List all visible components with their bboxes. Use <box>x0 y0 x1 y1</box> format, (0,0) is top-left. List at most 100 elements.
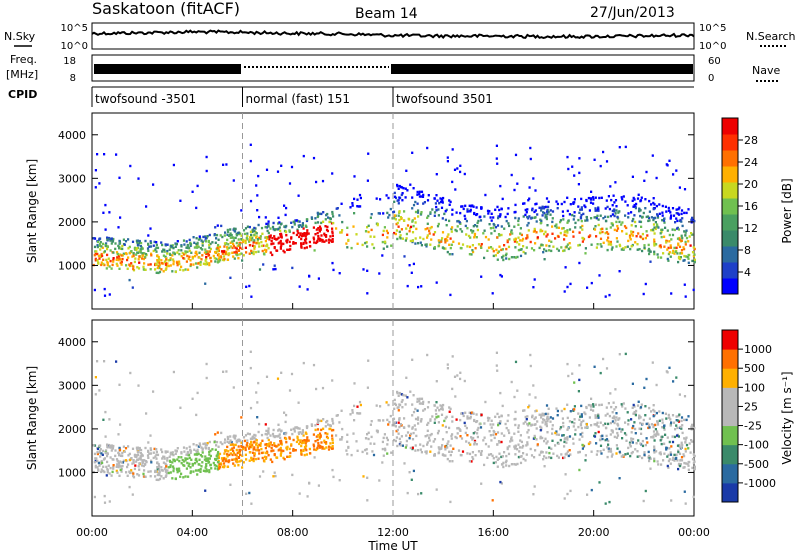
power-cell <box>192 263 195 266</box>
velocity-cell <box>258 475 262 478</box>
power-cell <box>464 217 467 220</box>
velocity-cell <box>172 467 175 470</box>
velocity-cell <box>529 364 532 368</box>
velocity-cell <box>549 416 552 419</box>
velocity-cell <box>260 433 264 437</box>
power-cell <box>656 225 659 228</box>
velocity-cell <box>676 459 679 462</box>
velocity-cell <box>609 421 612 425</box>
velocity-cell <box>282 449 285 453</box>
power-cell <box>405 232 408 236</box>
power-cell <box>106 264 109 267</box>
power-cell <box>606 205 609 209</box>
velocity-cell <box>647 426 650 430</box>
velocity-cell <box>624 352 627 356</box>
velocity-cell <box>457 426 460 430</box>
velocity-cell <box>420 492 423 495</box>
velocity-cell <box>610 450 613 453</box>
velocity-cell <box>410 478 413 481</box>
power-cell <box>452 240 455 243</box>
power-cell <box>410 271 413 274</box>
power-cell <box>162 270 165 273</box>
velocity-cell <box>136 473 139 476</box>
velocity-cell <box>300 453 303 456</box>
power-cell <box>602 241 605 244</box>
velocity-cell <box>422 444 425 448</box>
velocity-cell <box>488 430 491 433</box>
power-cell <box>475 236 478 239</box>
power-cell <box>409 227 412 230</box>
power-cell <box>258 268 262 271</box>
velocity-cell <box>297 401 300 404</box>
power-cell <box>429 211 432 214</box>
power-cell <box>530 247 534 250</box>
power-cell <box>340 202 343 205</box>
velocity-cell <box>405 439 408 443</box>
velocity-cell <box>293 430 296 433</box>
power-cell <box>224 252 227 255</box>
velocity-cell <box>229 452 232 455</box>
velocity-cell <box>663 428 666 431</box>
velocity-cell <box>325 446 328 449</box>
velocity-cell <box>107 464 110 467</box>
velocity-cell <box>468 460 471 463</box>
power-cell <box>397 214 400 217</box>
power-cell <box>356 205 359 208</box>
velocity-cell <box>296 435 299 438</box>
velocity-cell <box>366 452 369 455</box>
velocity-cell <box>120 470 123 473</box>
power-cell <box>605 219 608 223</box>
power-cell <box>597 218 600 221</box>
velocity-cell <box>446 457 449 461</box>
power-cell <box>547 205 550 209</box>
velocity-cell <box>682 466 685 469</box>
power-cell <box>355 233 358 236</box>
velocity-cell <box>95 457 98 460</box>
power-cell <box>273 246 276 249</box>
power-cell <box>96 252 99 256</box>
velocity-cell <box>121 464 124 468</box>
power-cell <box>229 232 232 235</box>
power-cell <box>688 235 691 238</box>
velocity-cell <box>426 423 429 426</box>
velocity-cell <box>322 427 325 430</box>
velocity-cell <box>412 394 415 397</box>
velocity-cell <box>562 434 565 437</box>
velocity-cell <box>487 453 491 456</box>
power-cell <box>306 231 309 234</box>
noise-trace <box>91 29 695 40</box>
power-cell <box>691 216 694 220</box>
power-cell <box>249 143 252 146</box>
power-cell <box>149 245 153 248</box>
power-cell <box>673 228 677 232</box>
velocity-cell <box>226 435 229 439</box>
velocity-cell <box>157 472 160 475</box>
power-cell <box>189 263 192 266</box>
velocity-cell <box>112 467 115 470</box>
power-cell <box>398 218 401 222</box>
power-cell <box>691 251 695 254</box>
velocity-cell <box>475 443 478 446</box>
power-cell <box>403 219 406 222</box>
power-cell <box>136 241 139 244</box>
power-cell <box>272 242 275 245</box>
velocity-cell <box>94 464 97 468</box>
colorbar-tick-label: 500 <box>744 362 765 375</box>
noise-line <box>91 29 695 40</box>
power-cell <box>423 201 426 204</box>
velocity-cell <box>134 464 137 467</box>
power-cell <box>663 235 666 238</box>
velocity-cell <box>433 438 437 441</box>
velocity-cell <box>562 421 565 425</box>
velocity-cell <box>102 449 105 453</box>
velocity-cell <box>448 426 451 430</box>
power-cell <box>446 250 449 254</box>
power-cell <box>597 223 600 227</box>
velocity-cell <box>466 452 469 455</box>
velocity-cell <box>136 448 139 451</box>
velocity-cell <box>668 458 671 461</box>
velocity-cell <box>409 434 412 437</box>
velocity-cell <box>543 418 546 422</box>
power-cell <box>449 237 452 240</box>
power-cell <box>298 220 301 223</box>
